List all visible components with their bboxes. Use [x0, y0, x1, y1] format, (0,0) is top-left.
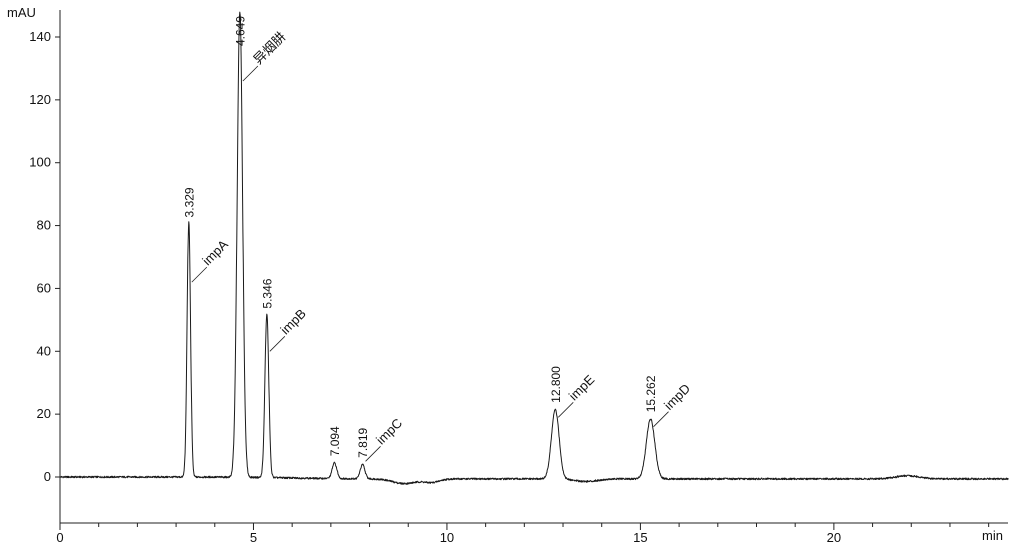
y-tick-label: 20 — [37, 406, 51, 421]
peak-name-label: impE — [566, 372, 598, 404]
y-tick-label: 60 — [37, 280, 51, 295]
peak-rt-label: 5.346 — [260, 278, 274, 308]
x-tick-label: 15 — [633, 530, 647, 545]
annotation-leader-line — [365, 446, 381, 462]
peak-name-label: impC — [373, 415, 405, 447]
peak-rt-label: 4.649 — [233, 16, 247, 46]
peak-name-label: impB — [277, 306, 309, 338]
peak-name-label: 异烟肼 — [250, 29, 288, 67]
annotation-leader-line — [242, 65, 259, 82]
y-tick-label: 0 — [44, 469, 51, 484]
annotation-leader-line — [557, 402, 574, 418]
x-tick-label: 20 — [827, 530, 841, 545]
trace-line — [59, 11, 1009, 485]
peak-rt-label: 3.329 — [182, 187, 196, 217]
x-tick-label: 0 — [56, 530, 63, 545]
y-tick-label: 140 — [29, 29, 51, 44]
annotation-leader-line — [653, 411, 669, 427]
peak-rt-label: 15.262 — [644, 375, 658, 412]
peak-name-label: impD — [661, 381, 693, 413]
x-axis-unit-label: min — [982, 528, 1003, 543]
peak-name-label: impA — [199, 236, 231, 268]
annotation-leader-line — [269, 336, 286, 352]
y-tick-label: 100 — [29, 155, 51, 170]
y-tick-label: 120 — [29, 92, 51, 107]
y-axis-unit-label: mAU — [7, 5, 36, 20]
peak-rt-label: 12.800 — [549, 366, 563, 403]
annotation-leader-line — [191, 266, 208, 283]
peak-rt-label: 7.094 — [328, 426, 342, 456]
y-tick-label: 80 — [37, 218, 51, 233]
y-tick-label: 40 — [37, 343, 51, 358]
x-tick-label: 10 — [440, 530, 454, 545]
x-tick-label: 5 — [250, 530, 257, 545]
peak-rt-label: 7.819 — [356, 428, 370, 458]
